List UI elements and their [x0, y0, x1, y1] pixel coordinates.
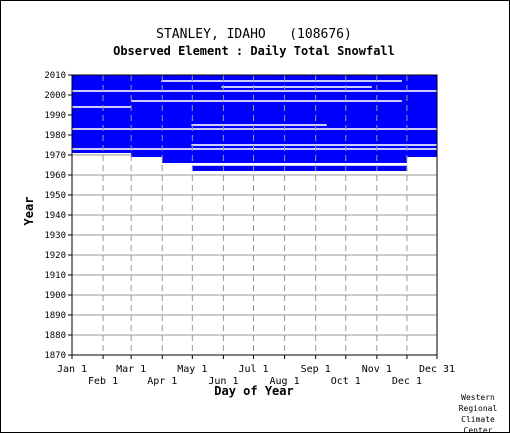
- data-block: [192, 165, 407, 171]
- data-gap: [131, 100, 402, 102]
- y-tick-label: 1970: [44, 151, 66, 161]
- chart-title: STANLEY, IDAHO (108676): [156, 27, 352, 42]
- data-gap: [161, 80, 402, 82]
- y-tick-label: 1880: [44, 331, 66, 341]
- y-tick-label: 1960: [44, 171, 66, 181]
- x-tick-label: Sep 1: [301, 364, 331, 375]
- y-tick-label: 1990: [44, 111, 66, 121]
- x-tick-label: Jul 1: [238, 364, 268, 375]
- x-tick-label: Dec 1: [392, 376, 422, 387]
- y-tick-label: 1930: [44, 231, 66, 241]
- x-tick-label: Aug 1: [270, 376, 300, 387]
- y-tick-label: 1950: [44, 191, 66, 201]
- data-gap: [72, 90, 437, 92]
- chart-subtitle: Observed Element : Daily Total Snowfall: [113, 44, 395, 58]
- y-tick-label: 1920: [44, 251, 66, 261]
- x-tick-label: Dec 31: [419, 364, 455, 375]
- x-tick-label: May 1: [177, 364, 207, 375]
- data-gap: [191, 124, 327, 126]
- x-tick-label: Feb 1: [88, 376, 118, 387]
- y-axis-label: Year: [22, 197, 36, 226]
- x-axis-label: Day of Year: [214, 384, 293, 398]
- x-tick-label: Apr 1: [147, 376, 177, 387]
- x-tick-label: Nov 1: [362, 364, 392, 375]
- y-tick-label: 1900: [44, 291, 66, 301]
- x-tick-label: Jan 1: [57, 364, 87, 375]
- y-tick-label: 1940: [44, 211, 66, 221]
- y-tick-label: 2000: [44, 91, 66, 101]
- x-tick-label: Oct 1: [331, 376, 361, 387]
- credit-line: Center: [463, 426, 493, 435]
- data-gap: [72, 148, 437, 150]
- data-gap: [72, 164, 437, 166]
- credit-line: Western: [461, 393, 495, 402]
- credit-line: Climate: [461, 415, 495, 424]
- data-gap: [72, 128, 437, 130]
- data-block: [131, 153, 437, 157]
- y-tick-label: 1980: [44, 131, 66, 141]
- data-gap: [72, 106, 132, 108]
- y-tick-label: 2010: [44, 71, 66, 81]
- x-tick-label: Jun 1: [208, 376, 238, 387]
- plot-area: 1870 1880 1890 1900 1910 1920 1930 1940 1950 1960…: [44, 71, 455, 387]
- credit-line: Regional: [458, 404, 498, 413]
- y-tick-label: 1910: [44, 271, 66, 281]
- y-tick-label: 1870: [44, 351, 66, 361]
- data-gap: [191, 144, 437, 146]
- data-gap: [221, 86, 372, 88]
- x-tick-label: Mar 1: [116, 364, 146, 375]
- data-block: [72, 75, 437, 153]
- y-tick-label: 1890: [44, 311, 66, 321]
- plot-border: [71, 74, 438, 356]
- credit-block: Western Regional Climate Center: [453, 392, 503, 436]
